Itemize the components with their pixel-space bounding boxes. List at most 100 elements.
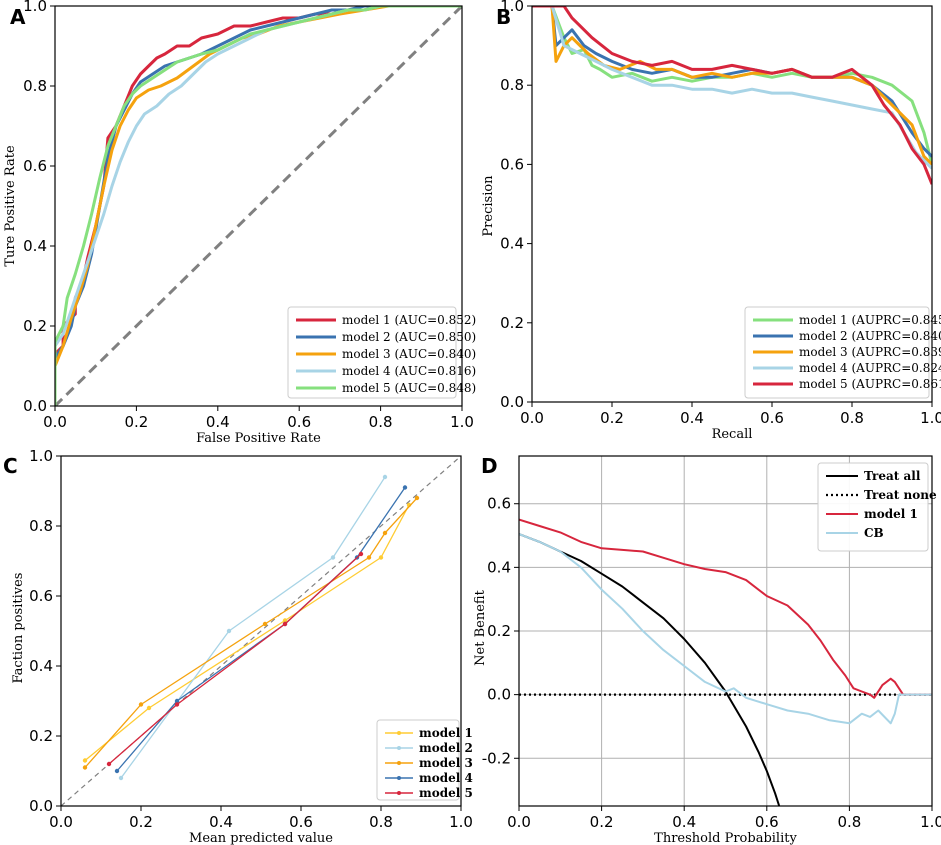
legend-label: model 5 [419, 786, 473, 800]
y-tick-label: 0.8 [23, 77, 47, 95]
x-tick-label: 0.0 [520, 409, 544, 427]
legend-label: model 4 (AUC=0.816) [342, 364, 476, 378]
legend-label: model 4 (AUPRC=0.824) [799, 361, 941, 375]
series-line-4 [519, 533, 932, 725]
x-tick-label: 0.0 [49, 813, 73, 831]
data-point [366, 555, 372, 560]
x-axis-title: Recall [712, 427, 753, 442]
legend-marker [397, 776, 401, 780]
data-point [106, 761, 112, 767]
x-tick-label: 0.8 [369, 813, 393, 831]
plot-frame [531, 5, 933, 403]
panel-b: 0.0 0.2 0.4 0.6 0.8 1.0 0.0 0.2 0.4 0.6 0.8 1.0 Reca… [481, 0, 941, 442]
panel-letter: D [481, 454, 498, 478]
plot-frame [60, 455, 462, 807]
legend-label: model 5 (AUPRC=0.861) [799, 377, 941, 391]
panel-letter: B [496, 5, 511, 29]
y-tick-label: 0.2 [29, 727, 53, 745]
data-point [226, 628, 232, 634]
x-tick-label: 0.4 [672, 813, 696, 831]
data-point [282, 621, 288, 627]
x-tick-label: 0.8 [840, 409, 864, 427]
x-tick-label: 0.8 [837, 813, 861, 831]
legend-label: model 1 (AUPRC=0.845) [799, 313, 941, 327]
series-line-4 [532, 6, 932, 170]
data-point [382, 530, 388, 536]
series-line-3 [84, 497, 418, 768]
y-tick-label: 0.6 [23, 157, 47, 175]
legend-label: model 3 (AUPRC=0.839) [799, 345, 941, 359]
y-tick-label: 1.0 [500, 0, 524, 15]
data-point [262, 621, 268, 627]
x-tick-label: 0.0 [507, 813, 531, 831]
x-tick-label: 0.6 [289, 813, 313, 831]
legend-box [287, 306, 457, 399]
legend-marker [397, 731, 401, 735]
data-point [282, 618, 288, 623]
data-point [138, 702, 144, 707]
legend-label: model 1 (AUC=0.852) [342, 313, 476, 327]
legend-marker [397, 761, 401, 765]
data-point [174, 698, 180, 704]
x-tick-label: 0.4 [209, 813, 233, 831]
y-tick-label: 0.6 [487, 495, 511, 513]
y-tick-label: 0.4 [23, 237, 47, 255]
data-point [330, 555, 336, 560]
legend-label: model 1 [419, 726, 473, 740]
legend: model 1 (AUPRC=0.845) model 2 (AUPRC=0.84… [744, 306, 941, 399]
reference-diagonal-line [61, 456, 461, 806]
data-point [114, 768, 120, 774]
legend-box [817, 462, 929, 552]
legend-label: Treat none [864, 488, 937, 502]
data-point [82, 765, 88, 770]
x-axis-title: False Positive Rate [196, 431, 321, 446]
series-line-1 [519, 533, 781, 806]
legend: model 1 (AUC=0.852) model 2 (AUC=0.850) mo… [287, 306, 476, 399]
legend-label: CB [864, 526, 884, 540]
x-tick-label: 0.2 [590, 813, 614, 831]
y-tick-label: 0.2 [500, 314, 524, 332]
legend-box [744, 306, 930, 399]
x-axis-title: Mean predicted value [189, 831, 333, 845]
y-tick-label: 0.2 [487, 622, 511, 640]
series-line-4 [116, 487, 406, 772]
data-point [146, 705, 152, 711]
x-tick-label: 1.0 [920, 409, 941, 427]
y-tick-label: 0.8 [29, 517, 53, 535]
y-tick-label: 0.0 [500, 393, 524, 411]
x-tick-label: 0.2 [129, 813, 153, 831]
legend-marker [397, 791, 401, 795]
panel-letter: C [3, 454, 18, 478]
y-tick-label: 0.0 [487, 686, 511, 704]
series-line-2 [532, 6, 932, 158]
data-point [82, 758, 88, 763]
legend: Treat all Treat none model 1 CB [817, 462, 937, 552]
data-point [358, 551, 364, 557]
y-axis-title: Precision [481, 175, 496, 237]
y-tick-label: -0.2 [482, 749, 511, 767]
x-tick-label: 0.8 [369, 413, 393, 431]
data-point [402, 485, 408, 490]
series-line-2 [120, 476, 386, 779]
y-tick-label: 1.0 [29, 447, 53, 465]
panel-letter: A [10, 5, 26, 29]
y-tick-label: 0.4 [29, 657, 53, 675]
legend-label: model 4 [419, 771, 473, 785]
y-tick-label: 0.6 [500, 155, 524, 173]
data-point [118, 775, 124, 781]
legend-label: model 3 [419, 756, 473, 770]
plot-frame [54, 5, 463, 407]
panel-d: 0.0 0.2 0.4 0.6 0.8 1.0-0.20.00.20.40.6Thresh… [473, 454, 941, 845]
x-tick-label: 1.0 [449, 813, 473, 831]
data-point [414, 495, 420, 501]
legend-label: model 2 (AUC=0.850) [342, 330, 476, 344]
series-line-5 [108, 553, 362, 765]
legend-label: model 2 [419, 741, 473, 755]
panel-a: 0.0 0.2 0.4 0.6 0.8 1.0 0.0 0.2 0.4 0.6 0.8 1.0 Fals… [3, 0, 476, 446]
x-tick-label: 0.4 [680, 409, 704, 427]
grid-lines [518, 456, 933, 806]
y-tick-label: 0.8 [500, 76, 524, 94]
y-axis-title: Net Benefit [473, 589, 488, 665]
legend-marker [397, 746, 401, 750]
